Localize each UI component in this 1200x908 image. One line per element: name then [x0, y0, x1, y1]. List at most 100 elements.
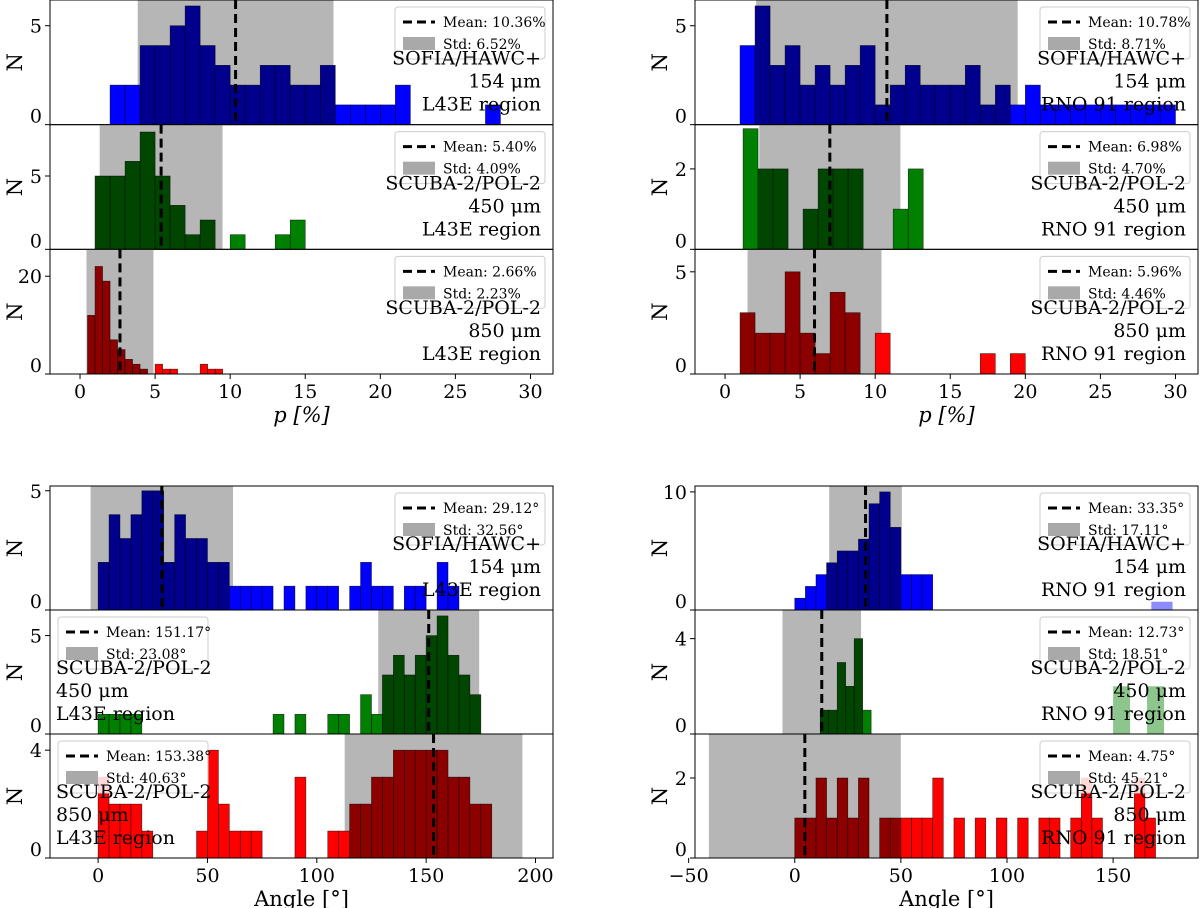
legend-std-text: Std: 8.71%: [1088, 37, 1166, 53]
legend-std-swatch: [403, 37, 435, 50]
histogram-bar: [447, 654, 460, 734]
y-tick-label: 0: [675, 591, 687, 613]
y-tick-label: 5: [30, 481, 42, 503]
histogram-bar-overlay: [1085, 104, 1101, 125]
y-tick-label: 4: [30, 740, 42, 762]
panel-label-line: SCUBA-2/POL-2: [1030, 657, 1186, 679]
histogram-bar: [858, 538, 870, 610]
x-tick-label: 0: [74, 381, 86, 403]
histogram-bar: [169, 205, 186, 250]
histogram-bar: [769, 65, 786, 125]
histogram-bar: [794, 597, 806, 610]
histogram-bar: [94, 175, 111, 250]
histogram-bar: [964, 65, 981, 125]
histogram-bar-overlay: [1145, 104, 1161, 125]
histogram-bar: [87, 315, 96, 374]
histogram-bar: [199, 363, 208, 374]
legend-std-swatch: [403, 161, 435, 175]
x-tick-label: 30: [518, 381, 542, 403]
histogram-bar: [218, 803, 230, 858]
histogram-bar: [214, 65, 231, 125]
y-tick-label: 0: [30, 715, 42, 737]
histogram-bar: [879, 817, 891, 858]
panel-label-line: RNO 91 region: [1041, 218, 1186, 240]
y-axis-label: N: [3, 663, 27, 681]
panel-label-line: SOFIA/HAWC+: [392, 48, 541, 70]
histogram-bar: [919, 84, 936, 125]
histogram-bar: [904, 65, 921, 125]
panel-label-line: L43E region: [422, 218, 541, 240]
histogram-bar: [94, 266, 103, 374]
panel-label-line: SOFIA/HAWC+: [392, 533, 541, 555]
histogram-bar: [154, 175, 171, 250]
histogram-bar: [169, 368, 178, 374]
histogram-bar: [802, 208, 819, 250]
histogram-bar: [469, 803, 482, 858]
panel-scuba450: 0 2N Mean: 6.98% Std: 4.70%SCUBA-2/POL-2450…: [648, 124, 1199, 252]
histogram-bar: [921, 817, 934, 858]
legend-std-text: Std: 32.56°: [443, 523, 523, 539]
histogram-bar: [109, 175, 126, 250]
histogram-bar: [828, 709, 838, 734]
histogram-bar: [289, 84, 306, 125]
histogram-bar: [436, 615, 449, 734]
legend-mean-text: Mean: 10.78%: [1088, 15, 1191, 31]
histogram-bar: [109, 84, 126, 125]
panel-label-line: 450 μm: [468, 195, 541, 217]
histogram-bar: [334, 104, 351, 125]
histogram-bar: [921, 574, 934, 610]
histogram-bar: [805, 817, 817, 858]
histogram-bar: [815, 777, 827, 858]
y-tick-label: 0: [30, 355, 42, 377]
y-tick-label: 5: [30, 16, 42, 38]
legend-mean-text: Mean: 6.98%: [1088, 140, 1182, 156]
histogram-bar: [102, 280, 111, 374]
histogram-bar: [826, 562, 838, 610]
legend: Mean: 12.73° Std: 18.51°: [1039, 616, 1191, 670]
panel-frame: [49, 248, 554, 375]
legend-std-text: Std: 40.63°: [106, 771, 186, 787]
x-tick-label: 5: [149, 381, 161, 403]
legend-std-swatch: [1048, 771, 1080, 784]
panel-plot-area: [794, 486, 1173, 610]
histogram-bar: [953, 817, 965, 858]
histogram-bar: [382, 674, 394, 734]
y-tick-label: 0: [675, 355, 687, 377]
histogram-bar: [480, 803, 493, 858]
x-tick-label: 10: [863, 381, 887, 403]
x-tick-label: 20: [1013, 381, 1037, 403]
histogram-bar: [239, 585, 252, 610]
histogram-bar: [124, 84, 141, 125]
panel-label-line: L43E region: [422, 94, 541, 116]
histogram-bar: [858, 777, 870, 858]
legend-std-text: Std: 4.46%: [1088, 286, 1166, 302]
histogram-bar: [184, 234, 201, 250]
legend-std-swatch: [403, 523, 435, 536]
histogram-bar: [403, 674, 416, 734]
legend-std-swatch: [1048, 523, 1080, 536]
histogram-bar: [769, 332, 786, 374]
legend: Mean: 153.38° Std: 40.63°: [57, 740, 211, 794]
legend-std-text: Std: 23.08°: [106, 647, 186, 663]
legend-mean-text: Mean: 151.17°: [106, 625, 211, 641]
panel-label-line: 850 μm: [468, 320, 541, 342]
histogram-bar: [174, 514, 186, 610]
histogram-bar: [393, 654, 405, 734]
panel-label-line: RNO 91 region: [1041, 94, 1186, 116]
legend: Mean: 2.66% Std: 2.23%: [394, 255, 546, 309]
panel-frame: [49, 733, 554, 859]
histogram-bar: [304, 84, 321, 125]
histogram-bar: [853, 638, 863, 734]
histogram-bar: [229, 84, 246, 125]
x-tick-label: 5: [794, 381, 806, 403]
histogram-bar: [911, 574, 923, 610]
histogram-bar: [907, 168, 924, 250]
histogram-bar: [932, 777, 944, 858]
histogram-bar: [371, 714, 383, 734]
y-tick-label: 0: [30, 839, 42, 861]
panel-label-line: SCUBA-2/POL-2: [385, 172, 541, 194]
histogram-bar: [244, 84, 261, 125]
histogram-bar: [371, 585, 383, 610]
